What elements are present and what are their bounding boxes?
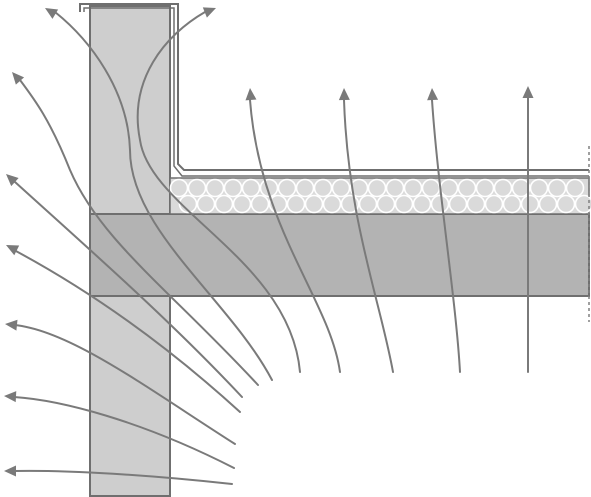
arrowhead-icon xyxy=(45,8,59,19)
arrowhead-icon xyxy=(427,88,439,101)
insulation-cell xyxy=(277,178,297,198)
arrowhead-icon xyxy=(4,465,16,477)
insulation-cell xyxy=(358,194,378,214)
insulation-cell xyxy=(493,178,513,198)
arrowhead-icon xyxy=(12,72,25,85)
heat-flow-line xyxy=(13,396,235,469)
insulation-cell xyxy=(376,194,396,214)
insulation-cell xyxy=(205,178,225,198)
membrane-line xyxy=(83,7,589,177)
heat-flow-line xyxy=(19,79,259,386)
insulation-cell xyxy=(565,178,585,198)
heat-flow-line xyxy=(343,99,394,373)
insulation-cell xyxy=(430,194,450,214)
insulation-cell xyxy=(574,194,591,214)
insulation-cell xyxy=(448,194,468,214)
heat-flow-line xyxy=(13,249,241,413)
heat-flow-line xyxy=(54,11,273,381)
arrowhead-icon xyxy=(6,174,19,187)
insulation-cell xyxy=(466,194,486,214)
insulation-cell xyxy=(214,194,234,214)
insulation-cell xyxy=(313,178,333,198)
insulation-cell xyxy=(439,178,459,198)
insulation-cell xyxy=(520,194,540,214)
insulation-cell xyxy=(511,178,531,198)
insulation-cell xyxy=(367,178,387,198)
insulation-cell xyxy=(538,194,558,214)
roof-slab xyxy=(89,213,590,297)
insulation-cell xyxy=(241,178,261,198)
insulation-cell xyxy=(502,194,522,214)
insulation-cell xyxy=(295,178,315,198)
insulation-cell xyxy=(232,194,252,214)
arrowhead-icon xyxy=(6,245,20,256)
heat-flow-lines xyxy=(4,7,534,485)
parapet-flashing xyxy=(79,3,589,171)
insulation-cell xyxy=(421,178,441,198)
arrowhead-icon xyxy=(522,86,534,98)
insulation-cell xyxy=(169,178,189,198)
heat-flow-line xyxy=(249,99,341,373)
insulation-cell xyxy=(223,178,243,198)
insulation-cell xyxy=(304,194,324,214)
heat-flow-line xyxy=(13,469,233,485)
insulation-cell xyxy=(178,194,198,214)
insulation-cell xyxy=(547,178,567,198)
insulation-cells xyxy=(169,178,591,214)
arrowhead-icon xyxy=(338,88,350,101)
insulation-cell xyxy=(322,194,342,214)
insulation-cell xyxy=(394,194,414,214)
insulation-cell xyxy=(556,194,576,214)
insulation-cell xyxy=(187,178,207,198)
insulation-cell xyxy=(475,178,495,198)
arrowhead-icon xyxy=(202,7,216,18)
arrowhead-icon xyxy=(5,319,18,331)
heat-flow-line xyxy=(431,99,461,373)
insulation-cell xyxy=(349,178,369,198)
arrowhead-icon xyxy=(245,88,257,101)
insulation-cell xyxy=(250,194,270,214)
insulation-cell xyxy=(385,178,405,198)
insulation-cell xyxy=(403,178,423,198)
insulation-cell xyxy=(412,194,432,214)
insulation-cell xyxy=(529,178,549,198)
insulation-cell xyxy=(286,194,306,214)
insulation-cell xyxy=(331,178,351,198)
heat-flow-line xyxy=(13,324,236,445)
insulation-layer xyxy=(169,177,591,215)
insulation-cell xyxy=(484,194,504,214)
heat-flow-line xyxy=(14,181,243,398)
heat-flow-line xyxy=(136,11,301,373)
insulation-cell xyxy=(196,194,216,214)
arrowhead-icon xyxy=(4,391,17,403)
insulation-cell xyxy=(457,178,477,198)
